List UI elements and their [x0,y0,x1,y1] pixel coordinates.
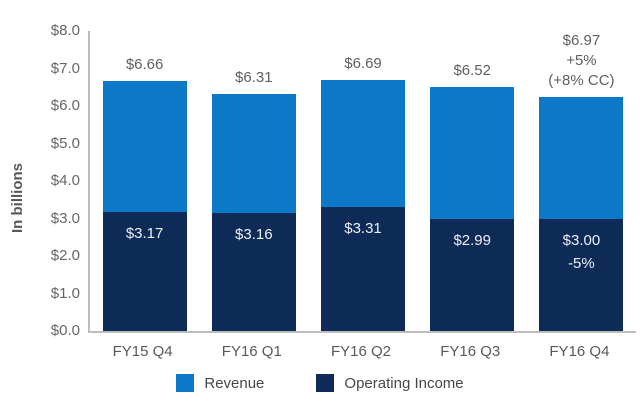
operating-income-value-label: $3.00 -5% [562,231,601,272]
y-axis: $8.0 $7.0 $6.0 $5.0 $4.0 $3.0 $2.0 $1.0 $0.0 [0,22,80,339]
revenue-value-label: $6.97 +5% (+8% CC) [548,32,615,89]
legend-label: Revenue [204,374,265,392]
x-axis-tick-label: FY16 Q3 [440,343,501,360]
x-axis-tick-label: FY15 Q4 [112,343,173,360]
y-axis-tick-label: $6.0 [50,97,80,114]
legend-swatch-icon [176,374,195,392]
bars-container: $6.66 $3.17 $6.31 $3.16 $6.69 $3.31 $6.52 $2.99… [90,31,636,331]
operating-income-bar: $3.17 [102,212,187,331]
operating-income-value-label: $3.31 [344,219,382,237]
plot-area: $6.66 $3.17 $6.31 $3.16 $6.69 $3.31 $6.52 $2.99… [88,31,636,333]
y-axis-tick-label: $7.0 [50,59,80,77]
revenue-value-label: $6.69 [344,55,382,73]
revenue-bar: $3.31 [320,80,406,331]
revenue-value-label: $6.31 [235,69,273,87]
bar-group-fy16-q1: $6.31 $3.16 [199,31,308,331]
revenue-value-label: $6.66 [125,56,164,74]
legend-item-revenue: Revenue [176,374,264,392]
legend: Revenue Operating Income [0,374,640,392]
x-axis: FY15 Q4 FY16 Q1 FY16 Q2 FY16 Q3 FY16 Q4 [88,343,634,360]
x-axis-tick-label: FY16 Q1 [221,343,282,360]
y-axis-tick-label: $4.0 [50,172,80,189]
legend-item-operating-income: Operating Income [316,374,464,392]
y-axis-tick-label: $0.0 [50,322,80,339]
revenue-bar: $3.17 [102,81,187,331]
y-axis-tick-label: $1.0 [50,284,80,302]
revenue-bar: $3.00 -5% [539,97,624,331]
revenue-bar: $3.16 [211,94,296,331]
operating-income-value-label: $3.17 [125,225,164,243]
bar-group-fy16-q4: $6.97 +5% (+8% CC) $3.00 -5% [527,31,636,331]
x-axis-tick-label: FY16 Q2 [330,343,392,360]
y-axis-tick-label: $3.0 [50,209,80,227]
bar-group-fy16-q2: $6.69 $3.31 [308,31,417,331]
legend-label: Operating Income [344,374,464,392]
operating-income-value-label: $2.99 [453,231,491,249]
bar-group-fy15-q4: $6.66 $3.17 [90,31,199,331]
operating-income-bar: $3.00 -5% [539,218,624,331]
x-axis-tick-label: FY16 Q4 [549,343,610,360]
revenue-value-label: $6.52 [453,61,491,79]
y-axis-tick-label: $5.0 [50,134,80,152]
operating-income-bar: $2.99 [430,218,515,331]
revenue-bar: $2.99 [430,86,515,331]
y-axis-tick-label: $2.0 [50,247,80,264]
bar-group-fy16-q3: $6.52 $2.99 [418,31,527,331]
operating-income-value-label: $3.16 [235,225,273,243]
legend-swatch-icon [316,374,335,392]
y-axis-tick-label: $8.0 [50,22,80,39]
operating-income-bar: $3.31 [320,206,406,331]
operating-income-bar: $3.16 [211,212,296,331]
